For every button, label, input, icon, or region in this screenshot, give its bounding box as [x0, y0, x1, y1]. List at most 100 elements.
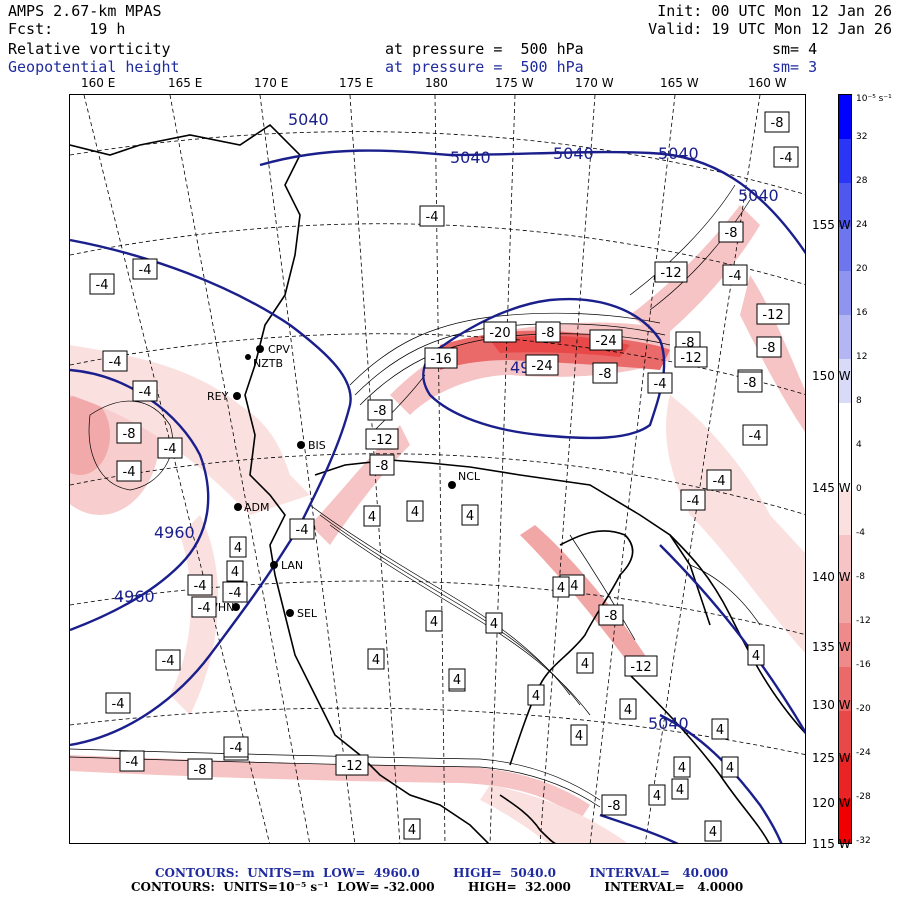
- colorbar-level-label: -8: [856, 572, 865, 582]
- svg-text:4: 4: [368, 510, 376, 525]
- vorticity-label: -8: [592, 362, 618, 384]
- svg-text:-4: -4: [126, 755, 139, 770]
- svg-text:-8: -8: [744, 376, 757, 391]
- svg-text:4: 4: [411, 505, 419, 520]
- vorticity-label: 4: [576, 652, 594, 674]
- svg-text:-20: -20: [489, 326, 510, 341]
- svg-text:-16: -16: [430, 352, 451, 367]
- vorticity-label: -8: [601, 794, 627, 816]
- svg-text:-8: -8: [376, 459, 389, 474]
- svg-text:-4: -4: [729, 269, 742, 284]
- vorticity-label: -4: [89, 273, 115, 295]
- lon-label: 170 E: [254, 76, 289, 90]
- svg-text:-8: -8: [374, 404, 387, 419]
- vorticity-label: -8: [535, 321, 561, 343]
- station-label-rey: REY: [207, 390, 229, 403]
- svg-text:-12: -12: [341, 759, 362, 774]
- svg-text:4: 4: [575, 729, 583, 744]
- svg-text:-8: -8: [608, 799, 621, 814]
- colorbar-level-label: 20: [856, 264, 868, 274]
- svg-text:4: 4: [430, 615, 438, 630]
- colorbar-level-label: 24: [856, 220, 868, 230]
- colorbar-level-label: 32: [856, 132, 868, 142]
- svg-text:4: 4: [726, 761, 734, 776]
- colorbar-segment: [839, 183, 851, 227]
- graticule: [70, 95, 805, 843]
- svg-text:-8: -8: [194, 763, 207, 778]
- colorbar-segment: [839, 95, 851, 139]
- vorticity-label: 4: [448, 668, 466, 690]
- svg-text:4: 4: [678, 761, 686, 776]
- svg-text:-4: -4: [96, 278, 109, 293]
- colorbar-level-label: 28: [856, 176, 868, 186]
- vorticity-label: 4: [406, 500, 424, 522]
- field1-name: Relative vorticity: [8, 40, 171, 58]
- vorticity-label: -8: [756, 336, 782, 358]
- svg-text:4: 4: [466, 509, 474, 524]
- lat-label: 115 W: [812, 837, 851, 851]
- vorticity-label: 4: [648, 784, 666, 806]
- lon-label: 160 W: [748, 76, 787, 90]
- lon-label: 175 W: [495, 76, 534, 90]
- svg-text:-4: -4: [139, 263, 152, 278]
- vorticity-label: -8: [116, 422, 142, 444]
- svg-text:4: 4: [624, 703, 632, 718]
- svg-text:-12: -12: [371, 433, 392, 448]
- lon-label: 165 E: [168, 76, 203, 90]
- colorbar-level-label: -20: [856, 704, 871, 714]
- vorticity-label: -12: [335, 754, 369, 776]
- lat-label: 150 W: [812, 369, 851, 383]
- station-label-cpv: CPV: [268, 343, 290, 356]
- vorticity-label: -12: [654, 261, 688, 283]
- svg-text:-24: -24: [531, 359, 552, 374]
- vorticity-label: 4: [704, 820, 722, 842]
- svg-text:-8: -8: [763, 341, 776, 356]
- vorticity-label: 4: [403, 818, 421, 840]
- svg-text:-8: -8: [771, 116, 784, 131]
- vorticity-label: -24: [589, 329, 623, 351]
- vorticity-label: -8: [718, 221, 744, 243]
- svg-text:-4: -4: [749, 429, 762, 444]
- lon-label: 170 W: [575, 76, 614, 90]
- vorticity-label: -4: [155, 649, 181, 671]
- station-label-ncl: NCL: [458, 470, 481, 483]
- svg-text:-4: -4: [139, 385, 152, 400]
- svg-text:-4: -4: [713, 474, 726, 489]
- svg-text:-8: -8: [599, 367, 612, 382]
- station-markers: [232, 345, 456, 617]
- colorbar-segment: [839, 227, 851, 271]
- svg-text:-4: -4: [198, 601, 211, 616]
- vorticity-label: 4: [425, 610, 443, 632]
- colorbar-level-label: 0: [856, 484, 862, 494]
- colorbar-level-label: -16: [856, 660, 871, 670]
- station-label-bis: BIS: [308, 439, 326, 452]
- field2-smoothing: sm= 3: [772, 58, 818, 76]
- svg-text:4: 4: [716, 723, 724, 738]
- lon-label: 175 E: [339, 76, 374, 90]
- height-label: 5040: [658, 144, 699, 163]
- height-label: 5040: [648, 714, 689, 733]
- colorbar-segment: [839, 623, 851, 667]
- vorticity-label: -8: [367, 399, 393, 421]
- colorbar-level-label: 4: [856, 440, 862, 450]
- vorticity-label: -8: [764, 111, 790, 133]
- svg-text:-4: -4: [164, 442, 177, 457]
- colorbar-segment: [839, 359, 851, 403]
- colorbar-level-label: -28: [856, 792, 871, 802]
- svg-text:-4: -4: [780, 151, 793, 166]
- colorbar-segment: [839, 667, 851, 711]
- height-label: 5040: [450, 148, 491, 167]
- vorticity-label: -4: [157, 437, 183, 459]
- svg-text:4: 4: [532, 689, 540, 704]
- vorticity-label: -4: [680, 489, 706, 511]
- svg-text:-4: -4: [109, 355, 122, 370]
- colorbar-level-label: -12: [856, 616, 871, 626]
- vorticity-label: -4: [132, 258, 158, 280]
- svg-text:4: 4: [372, 653, 380, 668]
- forecast-hour: Fcst: 19 h: [8, 20, 126, 38]
- vorticity-label: -4: [722, 264, 748, 286]
- vorticity-label: 4: [619, 698, 637, 720]
- svg-text:4: 4: [490, 617, 498, 632]
- svg-text:-8: -8: [123, 427, 136, 442]
- vorticity-label: 4: [363, 505, 381, 527]
